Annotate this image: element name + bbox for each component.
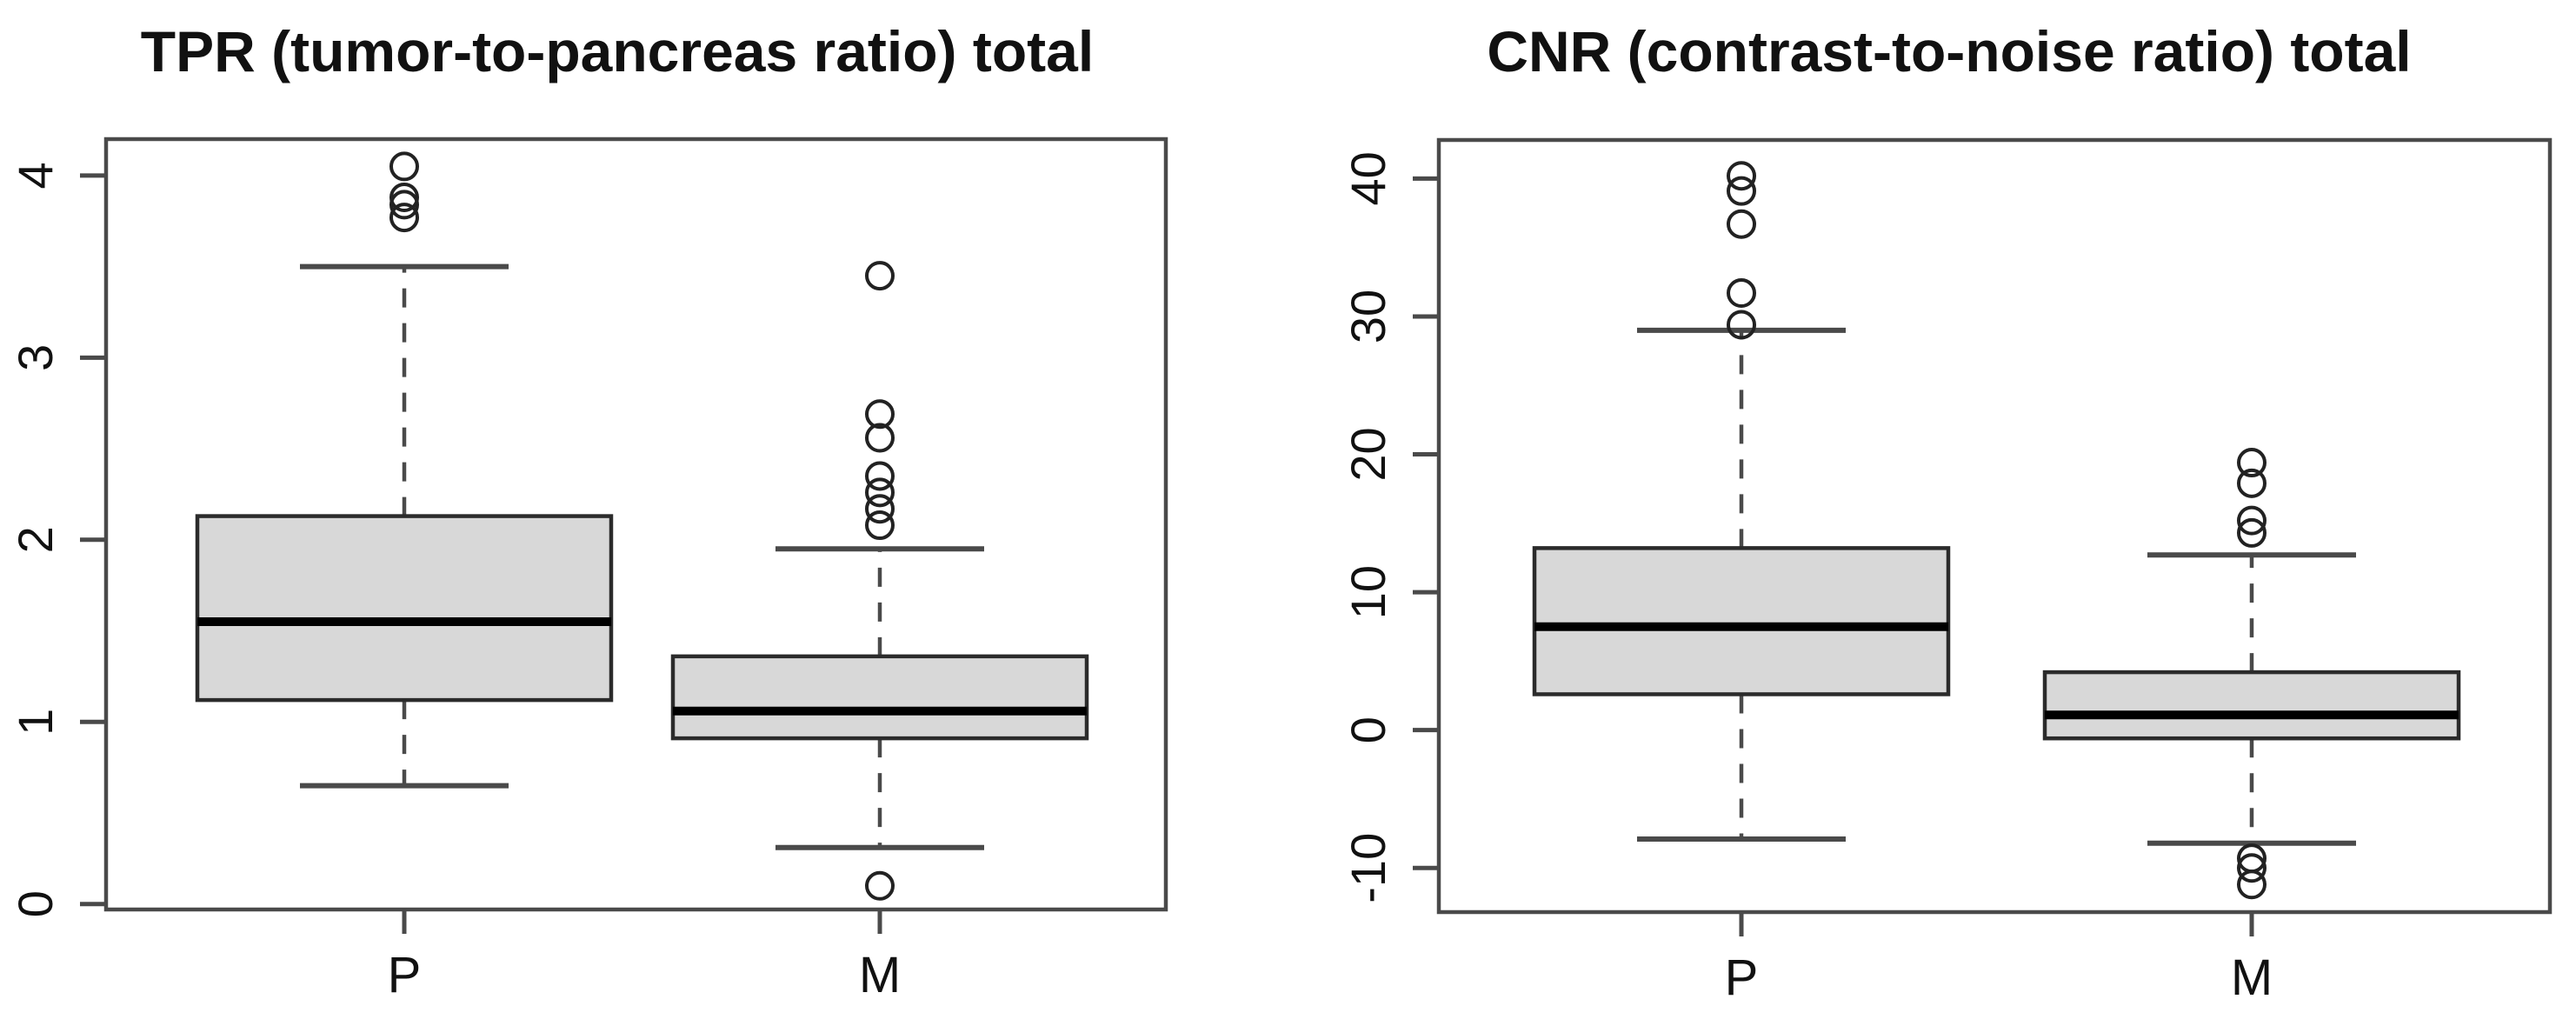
y-axis-tick-label: 20 <box>1341 427 1395 481</box>
y-axis-tick-label: 0 <box>1341 716 1395 743</box>
outlier-point <box>865 461 895 491</box>
outlier-point <box>1727 209 1756 239</box>
outlier-point <box>865 494 895 524</box>
y-axis-tick-label: 2 <box>8 526 63 553</box>
outlier-point <box>2237 517 2266 548</box>
y-axis-tick-label: 10 <box>1341 565 1395 619</box>
cnr-plot-area: -10 0 10 20 30 40 P M <box>1341 137 2553 1006</box>
iqr-box <box>1532 546 1951 696</box>
plot-frame <box>103 137 1168 912</box>
y-axis-tick-label: 3 <box>8 344 63 371</box>
outlier-point <box>1727 161 1756 191</box>
outlier-point <box>2237 448 2266 478</box>
outlier-point <box>865 399 895 430</box>
y-axis-tick-label: 0 <box>8 890 63 917</box>
outlier-point <box>389 151 419 182</box>
outlier-point <box>2237 869 2266 900</box>
outlier-point <box>2237 468 2266 498</box>
x-axis-category-label: M <box>2231 949 2273 1006</box>
outlier-point <box>865 477 895 508</box>
tpr-plot-area: 0 1 2 3 4 P M <box>8 137 1168 1003</box>
x-axis-category-label: P <box>1725 949 1759 1006</box>
x-axis-category-label: M <box>859 947 901 1003</box>
outlier-point <box>389 190 419 220</box>
iqr-box <box>195 514 614 703</box>
y-axis-tick-label: -10 <box>1341 833 1395 903</box>
outlier-point <box>389 183 419 213</box>
outlier-point <box>865 510 895 541</box>
y-axis-tick-label: 1 <box>8 709 63 736</box>
outlier-point <box>865 870 895 901</box>
outlier-point <box>1727 310 1756 340</box>
y-axis-tick-label: 30 <box>1341 290 1395 343</box>
outlier-point <box>865 423 895 453</box>
y-axis-tick-label: 40 <box>1341 151 1395 205</box>
chart-title-tpr: TPR (tumor-to-pancreas ratio) total <box>141 19 1094 83</box>
iqr-box <box>2042 670 2461 741</box>
outlier-point <box>1727 278 1756 309</box>
iqr-box <box>670 654 1089 741</box>
outlier-point <box>2237 853 2266 883</box>
outlier-point <box>865 261 895 291</box>
x-axis-category-label: P <box>388 947 422 1003</box>
outlier-point <box>1727 176 1756 206</box>
outlier-point <box>2237 505 2266 536</box>
plot-frame <box>1436 137 2553 915</box>
y-axis-tick-label: 4 <box>8 162 63 189</box>
outlier-point <box>389 203 419 233</box>
chart-title-cnr: CNR (contrast-to-noise ratio) total <box>1487 19 2411 83</box>
